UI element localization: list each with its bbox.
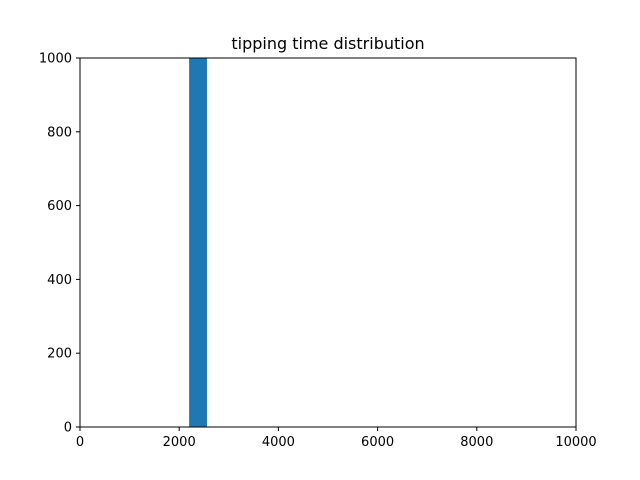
histogram-bar (189, 58, 207, 427)
y-tick-label: 600 (47, 199, 72, 214)
chart-title: tipping time distribution (231, 34, 424, 53)
y-tick-label: 1000 (39, 52, 72, 67)
y-tick-label: 200 (47, 347, 72, 362)
x-tick-label: 4000 (262, 435, 295, 450)
y-tick-label: 0 (64, 421, 72, 436)
x-tick-label: 10000 (555, 435, 596, 450)
x-tick-label: 0 (76, 435, 84, 450)
bars-group (189, 58, 207, 427)
y-axis-ticks: 0 200 400 600 800 1000 (39, 52, 80, 436)
x-tick-label: 8000 (460, 435, 493, 450)
x-tick-label: 2000 (163, 435, 196, 450)
plot-frame (79, 57, 577, 428)
x-axis-ticks: 0 2000 4000 6000 8000 10000 (76, 427, 597, 450)
y-tick-label: 400 (47, 273, 72, 288)
x-tick-label: 6000 (361, 435, 394, 450)
y-tick-label: 800 (47, 125, 72, 140)
